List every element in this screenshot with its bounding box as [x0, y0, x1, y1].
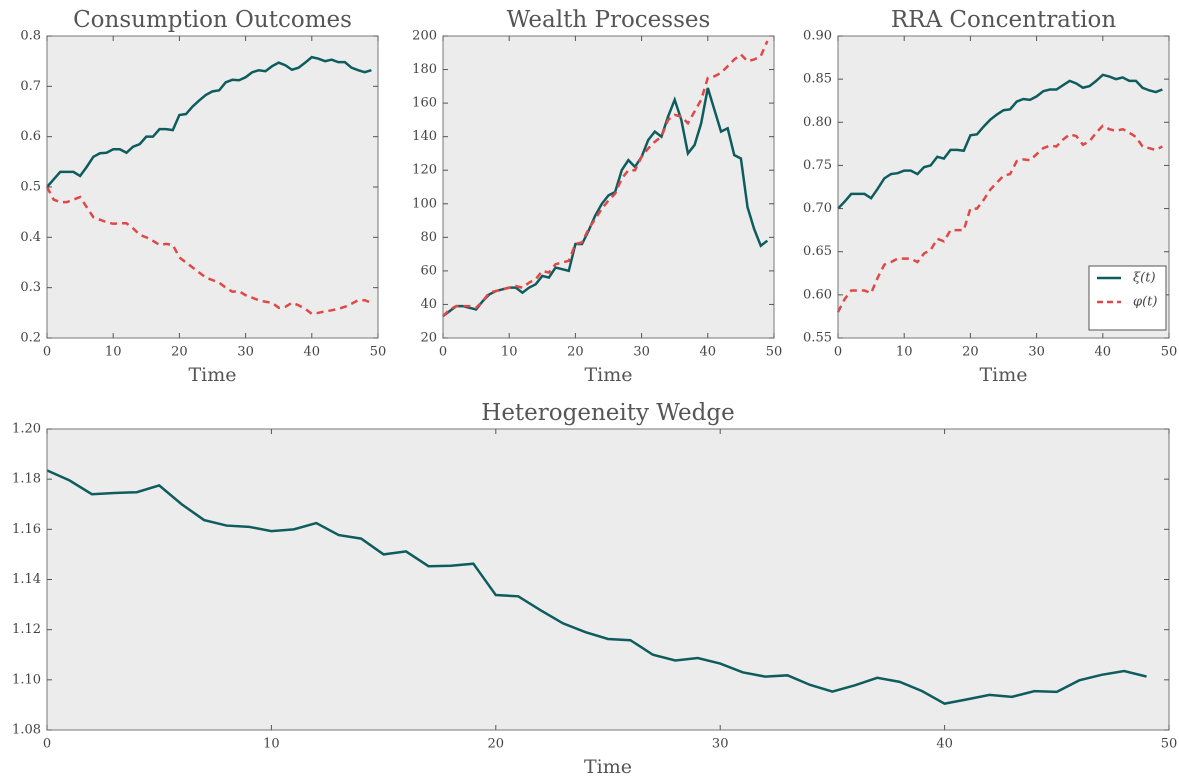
series-line — [836, 124, 1163, 313]
x-tick-label: 30 — [633, 345, 650, 360]
x-tick-label: 50 — [766, 345, 783, 360]
x-axis-label: Time — [584, 364, 632, 386]
x-tick-label: 50 — [370, 345, 387, 360]
y-tick-label: 180 — [412, 62, 437, 77]
x-axis-label: Time — [188, 364, 236, 386]
y-tick-label: 0.90 — [803, 29, 832, 44]
x-tick-label: 50 — [1161, 737, 1178, 752]
x-tick-label: 40 — [700, 345, 717, 360]
x-tick-label: 50 — [1161, 345, 1178, 360]
x-tick-label: 20 — [567, 345, 584, 360]
y-tick-label: 1.20 — [12, 422, 41, 437]
plot-area — [443, 36, 774, 338]
legend-box — [1088, 265, 1167, 331]
x-tick-label: 0 — [43, 345, 51, 360]
y-tick-label: 200 — [412, 29, 437, 44]
series-line — [46, 55, 372, 188]
series-line — [837, 73, 1163, 210]
y-tick-label: 1.12 — [12, 622, 41, 637]
y-tick-label: 1.14 — [12, 572, 41, 587]
chart-title: RRA Concentration — [891, 7, 1117, 33]
y-tick-label: 0.8 — [20, 29, 41, 44]
y-tick-label: 0.70 — [803, 201, 832, 216]
y-tick-label: 0.6 — [20, 129, 41, 144]
y-tick-label: 0.60 — [803, 287, 832, 302]
series-line — [45, 186, 372, 316]
y-tick-label: 40 — [420, 297, 437, 312]
y-tick-label: 1.16 — [12, 522, 41, 537]
plot-frame — [837, 35, 1170, 339]
y-tick-label: 0.3 — [20, 280, 41, 295]
x-tick-label: 10 — [501, 345, 518, 360]
x-tick-label: 30 — [1028, 345, 1045, 360]
x-tick-label: 40 — [304, 345, 321, 360]
y-tick-label: 0.65 — [803, 244, 832, 259]
x-axis-label: Time — [979, 364, 1027, 386]
legend-label: ξ(t) — [1133, 271, 1156, 286]
series-line — [442, 40, 769, 318]
y-tick-label: 0.80 — [803, 115, 832, 130]
chart-title: Heterogeneity Wedge — [481, 400, 734, 426]
y-tick-label: 0.2 — [20, 331, 41, 346]
legend-label: φ(t) — [1133, 295, 1157, 310]
y-tick-label: 0.75 — [803, 158, 832, 173]
x-tick-label: 20 — [171, 345, 188, 360]
x-tick-label: 20 — [962, 345, 979, 360]
x-tick-label: 30 — [237, 345, 254, 360]
y-tick-label: 20 — [420, 331, 437, 346]
y-tick-label: 1.18 — [12, 472, 41, 487]
x-axis-label: Time — [584, 756, 632, 776]
y-tick-label: 0.4 — [20, 230, 41, 245]
y-tick-label: 0.7 — [20, 79, 41, 94]
y-tick-label: 1.08 — [12, 723, 41, 738]
plot-frame — [442, 35, 775, 339]
x-tick-label: 0 — [439, 345, 447, 360]
x-tick-label: 0 — [834, 345, 842, 360]
x-tick-label: 10 — [263, 737, 280, 752]
y-tick-label: 120 — [412, 163, 437, 178]
x-tick-label: 20 — [488, 737, 505, 752]
x-tick-label: 30 — [712, 737, 729, 752]
x-tick-label: 40 — [936, 737, 953, 752]
y-tick-label: 140 — [412, 129, 437, 144]
x-tick-label: 10 — [896, 345, 913, 360]
y-tick-label: 0.85 — [803, 72, 832, 87]
y-tick-label: 60 — [420, 263, 437, 278]
plot-area — [47, 36, 378, 338]
chart-title: Wealth Processes — [507, 7, 711, 33]
x-tick-label: 10 — [105, 345, 122, 360]
y-tick-label: 80 — [420, 230, 437, 245]
series-line — [46, 469, 1147, 705]
y-tick-label: 100 — [412, 196, 437, 211]
plot-area — [47, 429, 1169, 730]
y-tick-label: 0.55 — [803, 331, 832, 346]
y-tick-label: 0.5 — [20, 180, 41, 195]
y-tick-label: 160 — [412, 96, 437, 111]
x-tick-label: 40 — [1095, 345, 1112, 360]
chart-title: Consumption Outcomes — [73, 7, 352, 33]
y-tick-label: 1.10 — [12, 672, 41, 687]
x-tick-label: 0 — [43, 737, 51, 752]
